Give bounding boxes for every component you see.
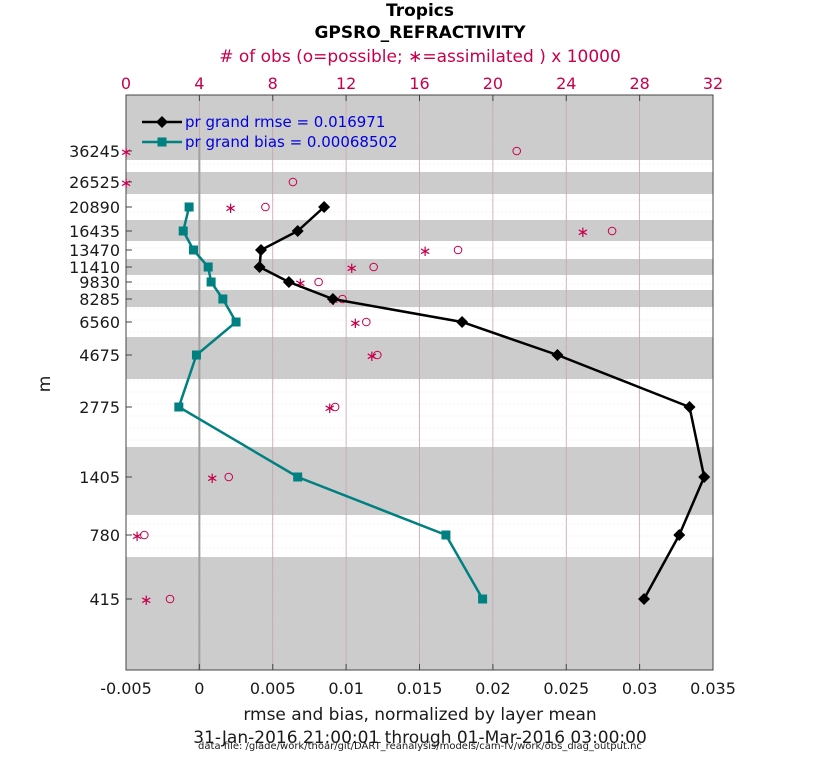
- data-file-note: data file: /glade/work/thoar/git/DART_re…: [198, 741, 642, 752]
- obs-assimilated-marker: ∗: [206, 469, 219, 487]
- obs-assimilated-marker: ∗: [224, 199, 237, 217]
- y-tick-label: 36245: [69, 142, 120, 161]
- bias-point: [178, 226, 188, 236]
- rmse-point: [551, 349, 564, 361]
- obs-assimilated-marker: ∗: [366, 347, 379, 365]
- rmse-point: [255, 244, 268, 256]
- top-tick-label: 20: [483, 74, 503, 93]
- obs-possible-marker: [288, 177, 298, 187]
- obs-possible-marker: [261, 202, 270, 212]
- obs-possible-marker: [140, 530, 149, 540]
- x-tick-label: 0.03: [622, 679, 658, 698]
- bias-point: [206, 277, 216, 287]
- x-tick-label: 0: [194, 679, 204, 698]
- y-tick-label: 20890: [69, 198, 120, 217]
- bias-point: [231, 317, 241, 327]
- rmse-point: [698, 471, 711, 483]
- obs-assimilated-marker: ∗: [419, 242, 432, 260]
- bias-point: [189, 245, 199, 255]
- chart-title: Tropics: [386, 1, 454, 21]
- y-tick-label: 1405: [79, 468, 120, 487]
- obs-possible-marker: [453, 245, 463, 255]
- x-axis-label: rmse and bias, normalized by layer mean: [243, 705, 596, 725]
- y-axis-label: m: [35, 376, 55, 393]
- obs-possible-marker: [512, 146, 522, 156]
- chart-subtitle: GPSRO_REFRACTIVITY: [314, 23, 526, 43]
- top-tick-label: 24: [556, 74, 576, 93]
- rmse-point: [326, 293, 339, 305]
- obs-assimilated-marker: ∗: [120, 174, 133, 192]
- bias-point: [191, 350, 201, 360]
- rmse-point: [683, 401, 696, 413]
- y-tick-label: 26525: [69, 173, 120, 192]
- top-tick-label: 32: [703, 74, 723, 93]
- bias-point: [441, 530, 451, 540]
- y-tick-label: 2775: [79, 398, 120, 417]
- y-tick-label: 13470: [69, 241, 120, 260]
- y-tick-label: 16435: [69, 222, 120, 241]
- rmse-line: [258, 206, 706, 600]
- rmse-point: [253, 261, 266, 273]
- bias-point: [174, 402, 184, 412]
- obs-assimilated-marker: ∗: [345, 259, 358, 277]
- obs-possible-marker: [607, 226, 617, 236]
- bias-point: [478, 594, 488, 604]
- top-tick-label: 8: [268, 74, 278, 93]
- legend-entry-bias: pr grand bias = 0.00068502: [185, 133, 398, 151]
- rmse-point: [282, 276, 295, 288]
- x-tick-label: 0.01: [328, 679, 364, 698]
- y-tick-label: 4675: [79, 346, 120, 365]
- bias-point: [218, 294, 228, 304]
- top-tick-label: 4: [194, 74, 204, 93]
- obs-possible-marker: [165, 594, 175, 604]
- y-tick-label: 8285: [79, 290, 120, 309]
- bias-point: [184, 202, 194, 212]
- y-tick-label: 11410: [69, 258, 120, 277]
- y-tick-label: 415: [89, 590, 120, 609]
- obs-possible-marker: [362, 317, 371, 327]
- x-tick-label: 0.005: [250, 679, 296, 698]
- y-tick-label: 780: [89, 526, 120, 545]
- legend: pr grand rmse = 0.016971 pr grand bias =…: [142, 113, 398, 151]
- y-tick-label: 9830: [79, 273, 120, 292]
- top-tick-label: 16: [409, 74, 429, 93]
- top-tick-label: 0: [121, 74, 131, 93]
- obs-possible-marker: [369, 262, 378, 272]
- x-tick-label: 0.025: [543, 679, 589, 698]
- obs-assimilated-marker: ∗: [323, 399, 336, 417]
- rmse-point: [318, 201, 331, 213]
- obs-assimilated-marker: ∗: [576, 223, 589, 241]
- bias-point: [293, 472, 303, 482]
- y-tick-label: 6560: [79, 313, 120, 332]
- obs-possible-marker: [224, 472, 234, 482]
- legend-entry-rmse: pr grand rmse = 0.016971: [185, 113, 385, 131]
- rmse-point: [291, 225, 304, 237]
- obs-assimilated-marker: ∗: [120, 143, 133, 161]
- rmse-point: [638, 593, 651, 605]
- bias-point: [203, 262, 213, 272]
- obs-assimilated-marker: ∗: [131, 527, 144, 545]
- rmse-point: [456, 316, 469, 328]
- obs-possible-marker: [330, 402, 340, 412]
- top-tick-label: 28: [629, 74, 649, 93]
- x-tick-label: 0.02: [475, 679, 511, 698]
- x-tick-label: -0.005: [100, 679, 152, 698]
- obs-possible-marker: [314, 277, 323, 287]
- x-tick-label: 0.035: [690, 679, 736, 698]
- obs-possible-marker: [373, 350, 382, 360]
- x-tick-label: 0.015: [397, 679, 443, 698]
- rmse-point: [673, 529, 686, 541]
- top-axis-label: # of obs (o=possible; ∗=assimilated ) x …: [219, 47, 621, 67]
- obs-assimilated-marker: ∗: [349, 314, 362, 332]
- date-range: 31-Jan-2016 21:00:01 through 01-Mar-2016…: [193, 728, 647, 748]
- obs-assimilated-marker: ∗: [140, 591, 153, 609]
- top-tick-label: 12: [336, 74, 356, 93]
